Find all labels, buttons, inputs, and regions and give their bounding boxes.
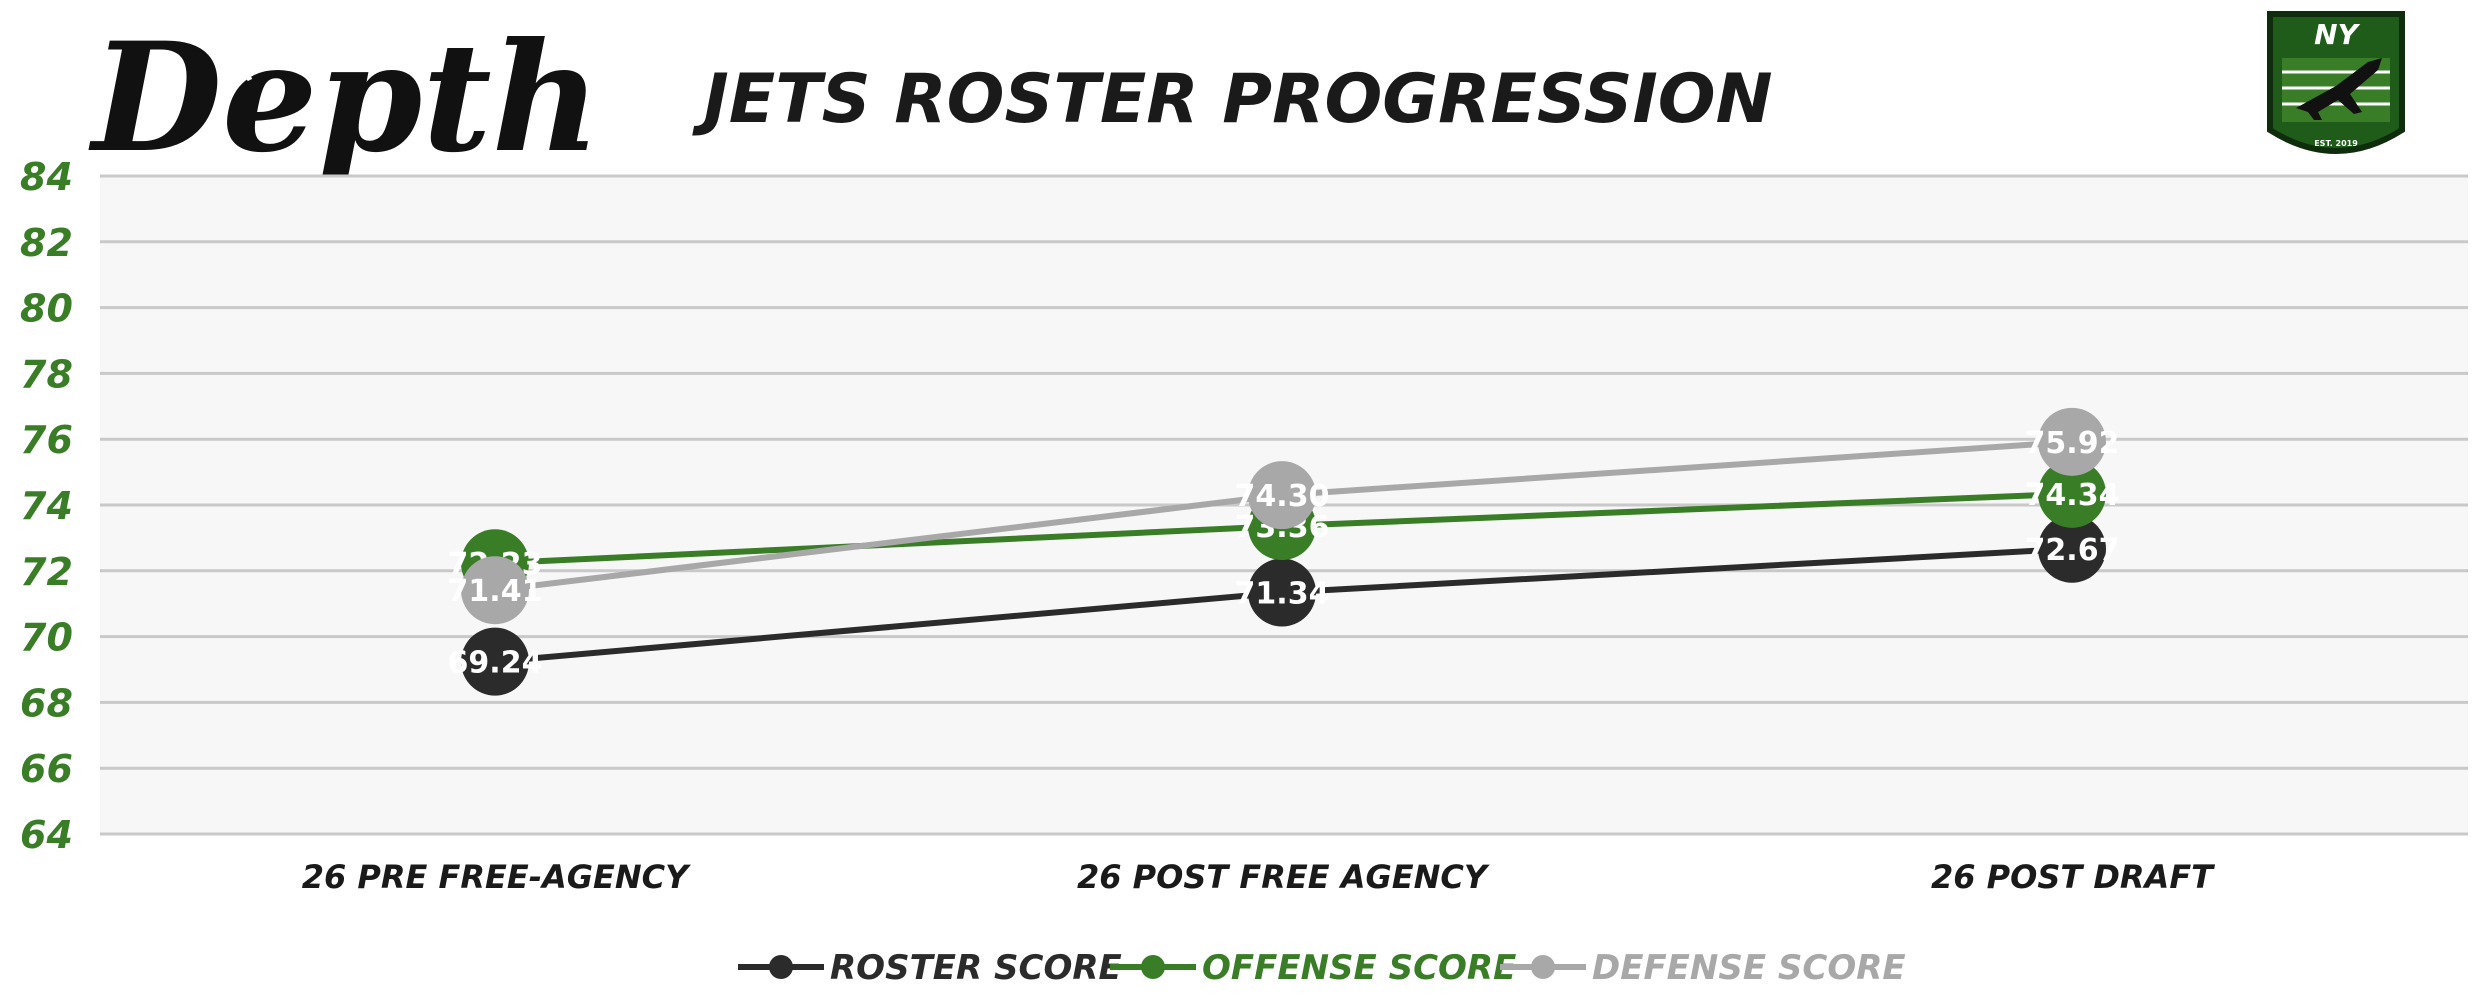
chart-title: JETS ROSTER PROGRESSION (692, 60, 1773, 139)
y-tick-label: 78 (20, 352, 73, 396)
y-tick-label: 66 (20, 747, 73, 791)
data-point (1248, 558, 1316, 627)
y-tick-label: 68 (20, 681, 73, 725)
legend-swatch-dot (769, 955, 793, 979)
y-tick-label: 82 (20, 221, 73, 265)
data-point (2038, 407, 2106, 476)
y-axis-ticks: 64 66 68 70 72 74 76 78 80 82 84 (20, 155, 73, 857)
data-label: 71.34 (1235, 577, 1330, 612)
y-tick-label: 74 (20, 484, 73, 528)
data-label: 74.30 (1235, 479, 1330, 514)
y-tick-label: 70 (20, 616, 73, 660)
data-label: 69.24 (448, 646, 543, 681)
data-label: 74.34 (2025, 478, 2120, 513)
legend-label: OFFENSE SCORE (1202, 948, 1516, 988)
data-point (461, 627, 529, 696)
legend-label: ROSTER SCORE (830, 948, 1122, 988)
legend: ROSTER SCORE OFFENSE SCORE DEFENSE SCORE (738, 948, 1906, 988)
data-point (2038, 514, 2106, 583)
legend-label: DEFENSE SCORE (1592, 948, 1906, 988)
data-point (2038, 459, 2106, 528)
ny-jets-shield-icon: NY EST. 2019 (2267, 11, 2405, 154)
legend-swatch-dot (1531, 955, 1555, 979)
badge-small-text: EST. 2019 (2314, 139, 2358, 148)
x-category-label: 26 POST DRAFT (1931, 858, 2215, 896)
y-tick-label: 72 (20, 550, 73, 594)
data-label: 71.41 (448, 574, 543, 609)
x-category-label: 26 PRE FREE-AGENCY (302, 858, 691, 896)
x-category-label: 26 POST FREE AGENCY (1077, 858, 1490, 896)
depth-logo: Depth (88, 10, 601, 186)
data-point (1248, 461, 1316, 530)
legend-swatch-dot (1141, 955, 1165, 979)
data-point (461, 556, 529, 625)
depth-logo-text: Depth (88, 10, 601, 186)
data-label: 75.92 (2025, 426, 2120, 461)
series-points: 69.2471.3472.6772.2373.3674.3471.4174.30… (448, 407, 2120, 696)
data-label: 72.67 (2025, 533, 2120, 568)
y-tick-label: 64 (20, 813, 73, 857)
badge-text: NY (2314, 18, 2360, 51)
baseball-seam-icon (188, 11, 253, 82)
x-axis-categories: 26 PRE FREE-AGENCY 26 POST FREE AGENCY 26 … (302, 858, 2215, 896)
y-tick-label: 76 (20, 418, 73, 462)
y-tick-label: 80 (20, 287, 73, 331)
y-tick-label: 84 (20, 155, 73, 199)
